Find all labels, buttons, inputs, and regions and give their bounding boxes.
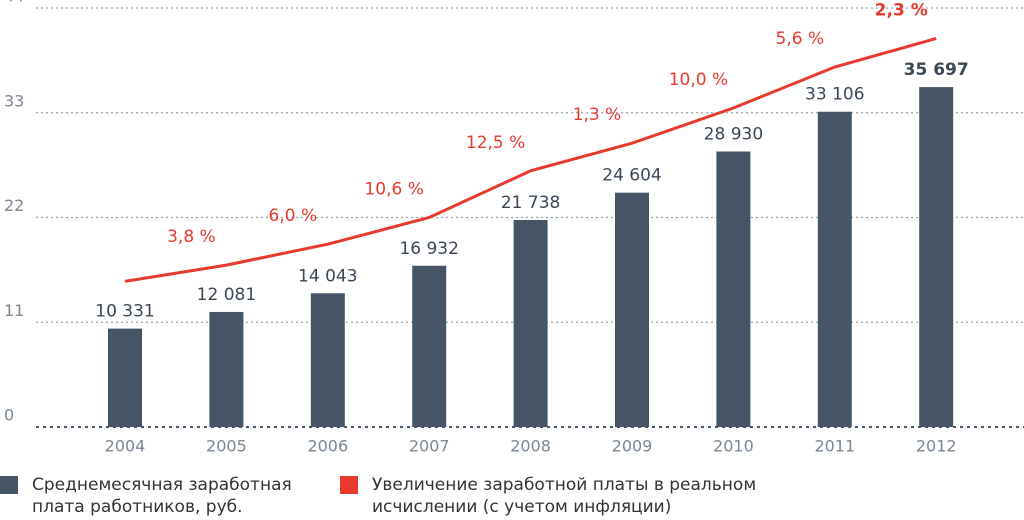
bar-label: 28 930 — [704, 125, 763, 145]
point-label: 12,5 % — [466, 133, 525, 153]
bar-label: 10 331 — [95, 302, 154, 322]
x-tick-label: 2011 — [814, 437, 855, 456]
bar — [108, 328, 142, 427]
bar-label: 12 081 — [197, 285, 256, 305]
legend-swatch — [340, 476, 358, 494]
y-tick-label: 22 — [4, 196, 24, 215]
legend-label: Увеличение заработной платы в реальном и… — [372, 475, 757, 517]
y-tick-label: 33 — [4, 91, 24, 110]
bar-label: 35 697 — [904, 60, 969, 80]
x-tick-label: 2005 — [206, 437, 247, 456]
y-tick-label: 11 — [4, 301, 24, 320]
point-label: 3,8 % — [167, 227, 216, 247]
legend-item: Увеличение заработной платы в реальном и… — [340, 474, 790, 518]
point-label: 10,6 % — [364, 180, 423, 200]
bar — [310, 293, 345, 427]
x-tick-label: 2008 — [510, 437, 551, 456]
legend-swatch — [0, 476, 18, 494]
bar-label: 14 043 — [298, 266, 357, 286]
point-label: 1,3 % — [573, 105, 622, 125]
bar — [412, 265, 447, 427]
point-label: 2,3 % — [875, 0, 928, 20]
y-tick-label: 0 — [4, 406, 14, 425]
x-tick-label: 2012 — [916, 437, 957, 456]
legend-item: Среднемесячная заработная плата работник… — [0, 474, 320, 518]
legend-label: Среднемесячная заработная плата работник… — [32, 475, 292, 517]
bar-label: 24 604 — [602, 166, 661, 186]
x-tick-label: 2007 — [409, 437, 450, 456]
point-label: 6,0 % — [269, 206, 318, 226]
bar — [615, 192, 649, 427]
x-tick-label: 2009 — [612, 437, 653, 456]
bar — [209, 311, 244, 427]
bar — [817, 111, 852, 427]
y-tick-label: 44 — [4, 0, 24, 6]
bar — [513, 219, 548, 427]
bar-label: 21 738 — [501, 193, 560, 213]
line — [124, 37, 937, 283]
x-tick-label: 2004 — [105, 437, 146, 456]
bar-label: 16 932 — [399, 239, 458, 259]
point-label: 10,0 % — [669, 70, 728, 90]
bar-label: 33 106 — [805, 85, 864, 105]
x-tick-label: 2010 — [713, 437, 754, 456]
chart: 0 11 22 33 44 2004 2005 2006 2007 2008 2009 2010 201… — [4, 0, 1024, 456]
bar — [716, 151, 751, 427]
x-tick-label: 2006 — [307, 437, 348, 456]
bar — [919, 87, 954, 428]
point-label: 5,6 % — [776, 29, 825, 49]
